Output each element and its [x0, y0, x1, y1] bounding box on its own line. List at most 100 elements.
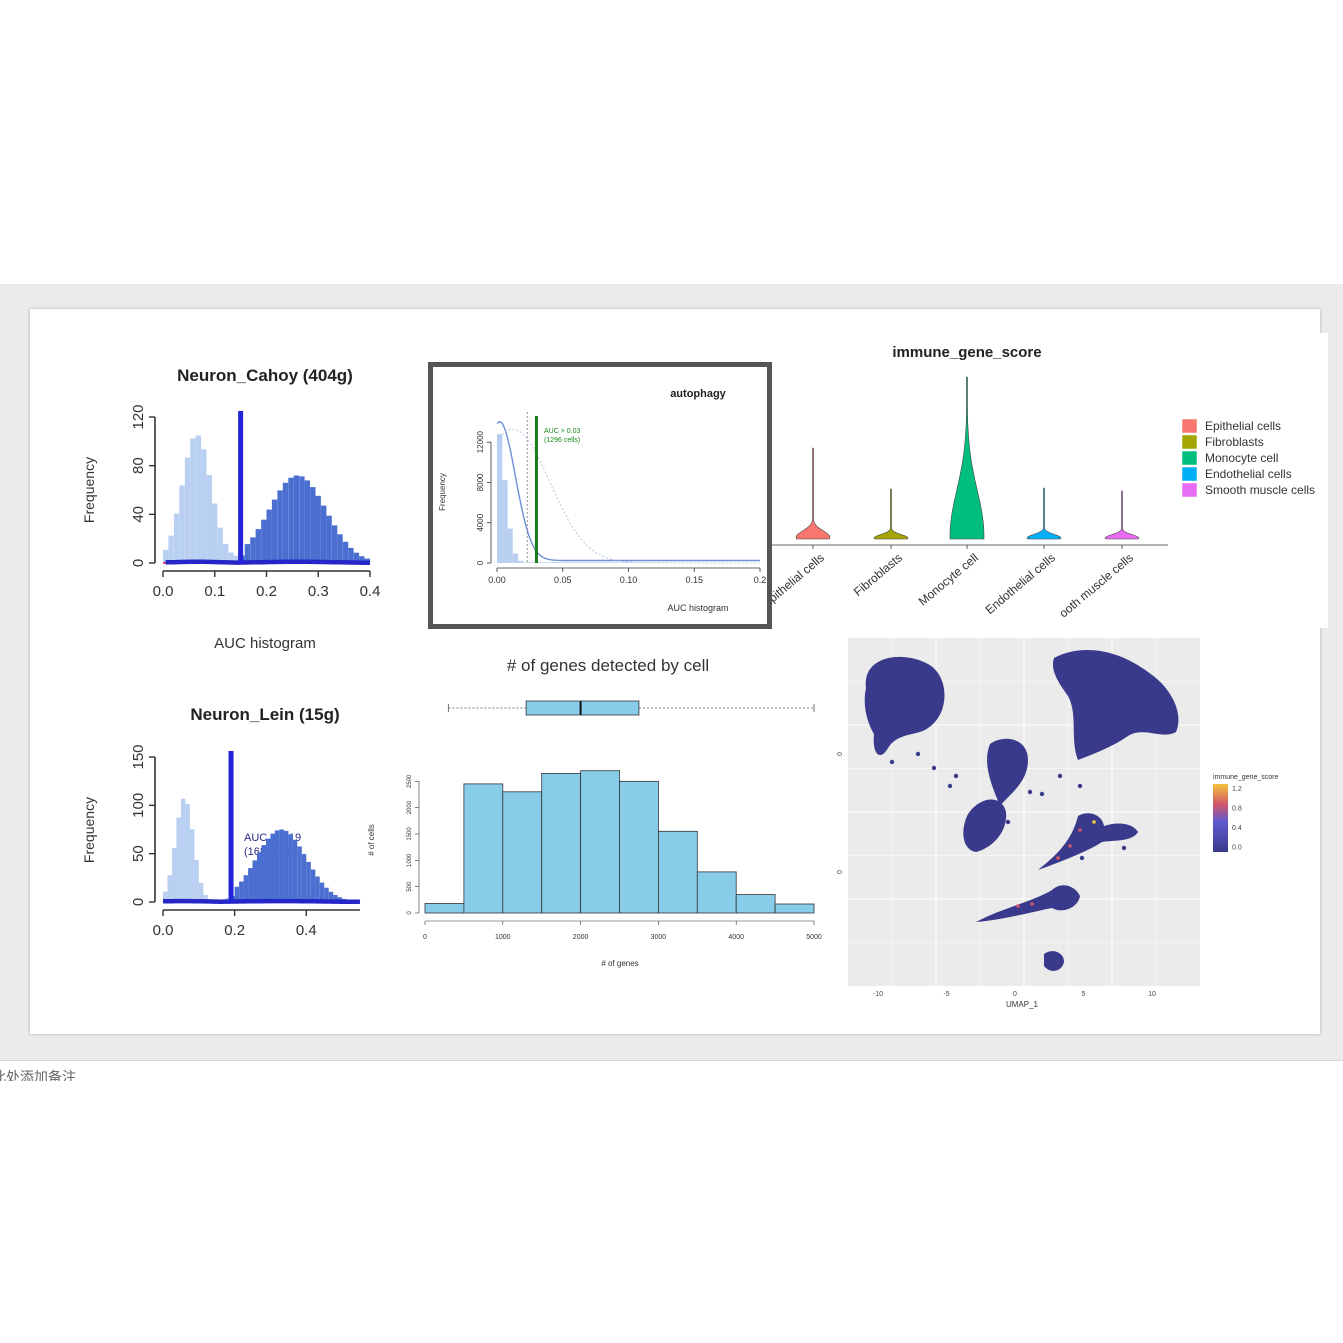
histogram-bar — [528, 562, 534, 563]
umap-scatter: UMAP_1 immune_gene_score -10 -5 0 5 10 0 0 1.2 0… — [837, 638, 1278, 1009]
x-tick-label: 0.2 — [256, 583, 277, 600]
scatter-point-high — [1068, 844, 1072, 848]
legend-tick-label: 0.4 — [1232, 825, 1242, 832]
x-tick-label: 0.1 — [204, 583, 225, 600]
y-tick-label: 50 — [130, 845, 147, 862]
cahoy-ylabel: Frequency — [81, 457, 97, 523]
lein-ylabel: Frequency — [81, 797, 97, 863]
x-tick-label: 0.3 — [308, 583, 329, 600]
histogram-bar — [463, 783, 504, 914]
x-tick-label: 0.4 — [360, 583, 381, 600]
histogram-bar — [239, 881, 244, 902]
cahoy-auc-histogram: Neuron_Cahoy (404g) Frequency AUC histog… — [81, 366, 381, 652]
histogram-bar — [180, 798, 186, 902]
histogram-bar — [575, 562, 582, 563]
y-tick-label: 40 — [130, 506, 147, 523]
histogram-bar — [233, 555, 240, 563]
histogram-bar — [179, 485, 185, 563]
histogram-bar — [331, 525, 338, 563]
histogram-bar — [217, 527, 223, 563]
histogram-bar — [523, 562, 529, 563]
histogram-bar — [203, 895, 208, 902]
histogram-bar — [299, 476, 305, 563]
histogram-bar — [277, 490, 283, 563]
scatter-point — [1005, 819, 1011, 825]
histogram-bar — [163, 891, 168, 902]
histogram-bar — [257, 852, 262, 902]
scatter-point — [915, 751, 921, 757]
x-tick-label: 4000 — [728, 934, 744, 941]
histogram-bar — [167, 875, 172, 902]
x-tick-label: 0.15 — [685, 575, 703, 585]
x-tick-label: 0.0 — [153, 583, 174, 600]
x-tick-label: 10 — [1148, 991, 1156, 998]
histogram-bar — [348, 547, 354, 563]
scatter-point-high — [1092, 820, 1096, 824]
scatter-point — [947, 783, 953, 789]
histogram-bar — [657, 830, 698, 914]
histogram-bar — [222, 543, 229, 563]
x-tick-label: -10 — [873, 991, 883, 998]
histogram-bar — [228, 552, 234, 563]
histogram-bar — [539, 562, 545, 563]
violin-body — [1104, 490, 1140, 540]
histogram-bar — [502, 480, 508, 563]
x-tick-label: 1000 — [495, 934, 511, 941]
histogram-bar — [189, 829, 195, 902]
genes-title: # of genes detected by cell — [507, 656, 709, 675]
cluster-center — [987, 738, 1028, 806]
density-line — [496, 420, 760, 562]
histogram-bar — [591, 562, 597, 563]
cluster-lower — [976, 885, 1080, 922]
histogram-bar — [266, 838, 271, 902]
legend-label: Monocyte cell — [1205, 451, 1278, 465]
histogram-bar — [279, 829, 284, 902]
scatter-point — [1079, 855, 1085, 861]
histogram-bar — [359, 556, 365, 563]
histogram-bar — [596, 562, 603, 563]
notes-bar[interactable]: 此处添加备注 — [0, 1060, 1343, 1081]
histogram-bar — [201, 449, 207, 563]
scatter-point — [1027, 789, 1033, 795]
histogram-bar — [195, 435, 202, 563]
histogram-bar — [282, 482, 289, 563]
histogram-bar — [353, 552, 360, 563]
notes-placeholder: 此处添加备注 — [0, 1069, 76, 1081]
cluster-mid-left — [963, 799, 1007, 852]
umap-legend-title: immune_gene_score — [1213, 774, 1278, 781]
x-tick-label: 0.10 — [620, 575, 638, 585]
histogram-bar — [261, 845, 266, 902]
scatter-point — [1121, 845, 1127, 851]
histogram-bar — [172, 848, 177, 902]
histogram-bar — [315, 876, 320, 902]
y-tick-label: 0 — [407, 911, 413, 915]
legend-swatch — [1181, 466, 1198, 482]
y-tick-label: 2500 — [407, 774, 413, 788]
histogram-bar — [288, 834, 293, 902]
violin-body — [949, 376, 985, 540]
histogram-bar — [194, 859, 199, 902]
cluster-mid-right — [1038, 813, 1138, 870]
histogram-bar — [560, 562, 566, 563]
histogram-bar — [283, 830, 289, 902]
histogram-bar — [612, 562, 618, 563]
violin-body — [873, 488, 909, 540]
scatter-point — [1077, 783, 1083, 789]
histogram-bar — [696, 871, 737, 914]
legend-swatch — [1181, 418, 1198, 434]
y-tick-label: 1500 — [407, 827, 413, 841]
cahoy-title: Neuron_Cahoy (404g) — [177, 366, 353, 385]
x-tick-label: 0.2 — [224, 922, 245, 939]
histogram-bar — [185, 803, 190, 902]
scatter-point — [953, 773, 959, 779]
legend-swatch — [1181, 450, 1198, 466]
autophagy-ylabel: Frequency — [438, 473, 447, 511]
boxplot-box — [525, 700, 640, 716]
histogram-bar — [623, 562, 629, 563]
legend-label: Epithelial cells — [1205, 419, 1281, 433]
histogram-bar — [163, 549, 169, 563]
histogram-bar — [234, 886, 240, 902]
histogram-bar — [497, 434, 503, 563]
autophagy-annotation-2: (1296 cells) — [544, 437, 580, 444]
histogram-bar — [502, 791, 543, 914]
